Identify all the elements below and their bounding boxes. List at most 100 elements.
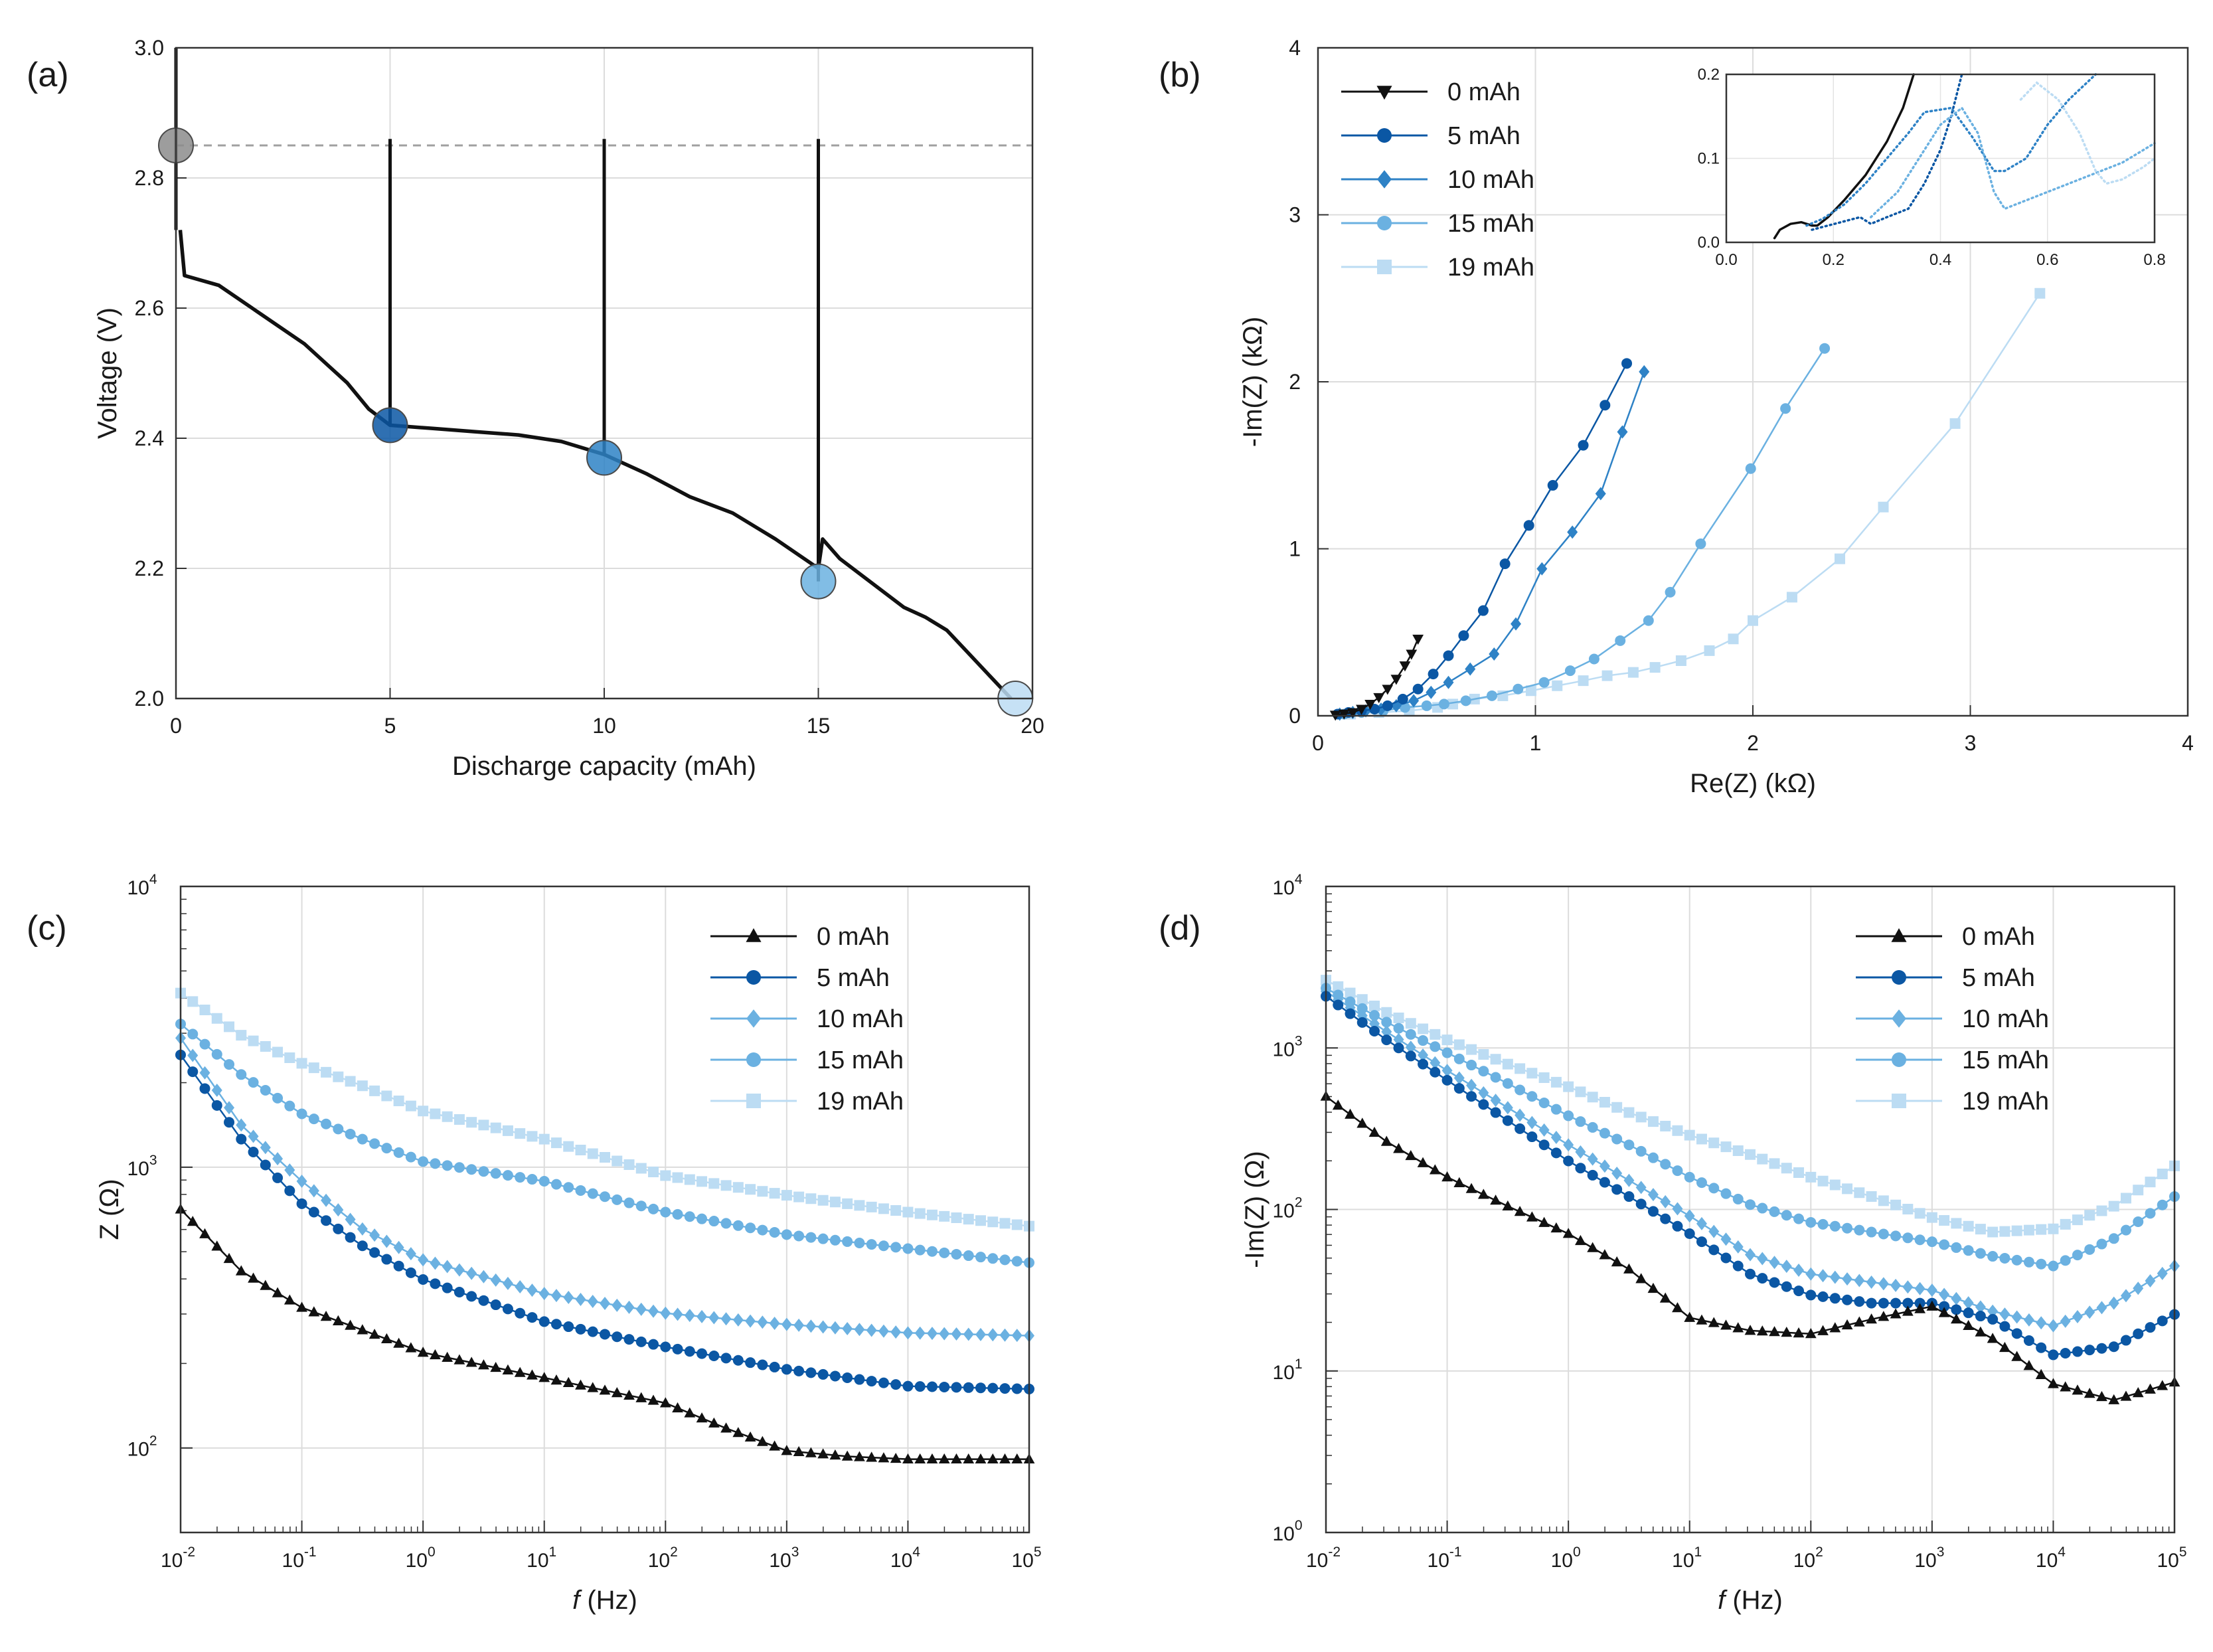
c-data-point [623,1300,635,1314]
c-data-point [308,1184,319,1198]
d-data-point [1453,1053,1465,1064]
a-discharge-curve [178,230,1013,700]
a-y-tick-label: 2.6 [135,296,164,320]
c-data-point [502,1364,514,1374]
c-data-point [732,1313,744,1327]
b-data-point [1675,655,1686,667]
b-inset-y-tick-label: 0.1 [1698,150,1720,168]
d-data-point [1781,1163,1792,1174]
b-data-point [1578,440,1589,451]
d-data-point [2096,1205,2107,1216]
c-data-point [684,1211,695,1222]
b-data-point [1390,675,1402,685]
d-x-axis-label-unit: (Hz) [1725,1586,1783,1615]
c-data-point [563,1182,574,1193]
c-data-point [599,1384,611,1395]
d-data-point [1854,1274,1865,1287]
d-data-point [1418,1023,1429,1034]
d-data-point [1466,1078,1477,1092]
c-data-point [697,1176,708,1187]
d-legend-label: 0 mAh [1962,923,2035,951]
c-data-point [333,1223,344,1234]
d-data-point [1345,1008,1356,1019]
d-x-tick-exponent: 2 [1815,1544,1823,1560]
c-data-point [308,1206,319,1218]
b-data-point [1338,709,1350,720]
d-data-point [1526,1211,1538,1222]
c-data-point [612,1155,623,1167]
c-data-point [442,1351,453,1362]
c-data-point [199,1038,210,1050]
c-data-point [575,1379,586,1390]
c-data-point [732,1427,744,1438]
c-data-point [805,1367,817,1378]
c-data-point [914,1326,926,1340]
c-data-point [466,1291,477,1302]
d-data-point [1356,994,1368,1005]
c-data-point [999,1453,1011,1464]
b-y-tick-label: 4 [1289,36,1301,60]
c-data-point [720,1353,732,1364]
d-data-point [1696,1314,1708,1325]
c-data-point [236,1030,247,1041]
b-y-tick-label: 2 [1289,370,1301,394]
d-data-point [1829,1179,1841,1191]
b-data-point [1564,665,1576,677]
d-data-point [1963,1245,1974,1256]
d-data-point [1854,1224,1865,1236]
c-data-point [769,1361,780,1372]
d-data-point [2048,1260,2059,1272]
d-data-point [1563,1081,1574,1092]
d-data-point [1890,1278,1902,1292]
d-y-tick-label: 100 [1272,1518,1302,1545]
d-y-tick-base: 10 [1272,1200,1294,1222]
c-data-point [575,1323,586,1335]
c-data-point [284,1163,295,1177]
a-x-axis-label: Discharge capacity (mAh) [452,752,756,781]
c-data-point [550,1289,562,1303]
d-y-tick-label: 104 [1272,872,1302,899]
d-data-point [1563,1110,1574,1121]
d-data-point [1890,1199,1902,1210]
d-data-point [1756,1325,1768,1336]
c-data-point [308,1306,320,1317]
panel-label-c: (c) [27,909,67,948]
b-inset-series [1805,73,2097,227]
c-data-point [321,1118,332,1129]
c-x-tick-exponent: 2 [670,1544,678,1560]
c-data-point [260,1280,272,1290]
d-data-point [1550,1104,1562,1115]
c-data-point [600,1191,610,1202]
d-data-point [1975,1224,1986,1235]
d-data-point [2036,1316,2047,1330]
c-x-tick-base: 10 [406,1550,428,1572]
b-data-point [1399,661,1411,672]
c-data-point [466,1266,477,1280]
c-data-point [793,1365,805,1376]
d-data-point [1647,1152,1659,1163]
d-data-point [1515,1084,1526,1096]
c-data-point [296,1174,307,1188]
d-x-tick-exponent: 4 [2058,1544,2066,1560]
d-data-point [1926,1283,1937,1297]
b-legend-marker [1377,260,1392,274]
d-data-point [1599,1159,1610,1173]
d-data-point [1866,1226,1877,1238]
c-data-point [781,1229,792,1240]
d-data-point [1757,1252,1768,1266]
c-data-point [805,1193,817,1204]
b-data-point [1477,605,1489,616]
d-data-point [1393,1032,1404,1046]
d-data-point [1975,1248,1986,1259]
c-legend-marker [746,1052,761,1067]
c-data-point [515,1128,526,1139]
b-y-tick-label: 0 [1289,704,1301,728]
d-data-point [1453,1039,1465,1050]
c-data-point [284,1100,295,1112]
b-data-point [1443,650,1454,661]
c-data-point [890,1379,902,1390]
d-data-point [2048,1349,2059,1361]
d-data-point [1393,1023,1404,1034]
d-data-point [1660,1120,1671,1131]
d-data-point [1987,1333,1999,1343]
